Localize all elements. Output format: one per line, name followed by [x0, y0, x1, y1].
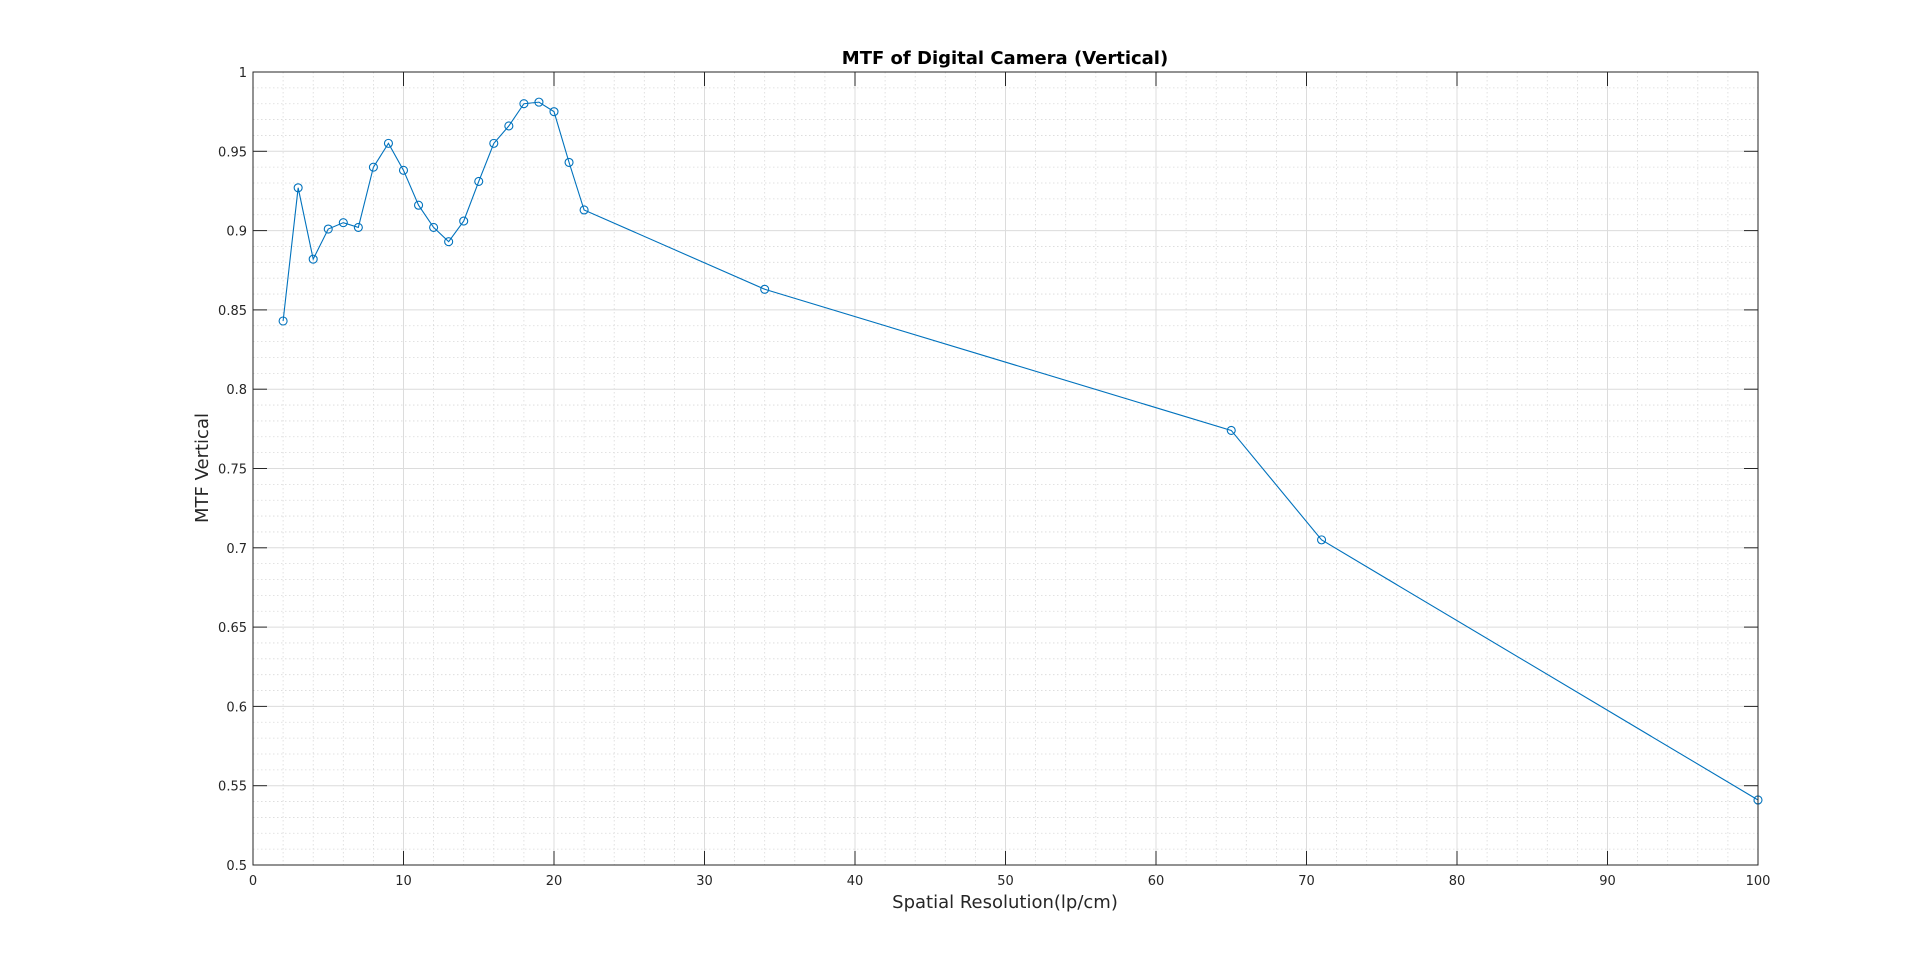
data-point	[489, 138, 499, 148]
x-tick-label: 10	[395, 874, 412, 889]
data-point	[383, 138, 394, 148]
x-tick-label: 90	[1599, 874, 1616, 889]
axis-ticks	[252, 71, 1759, 866]
data-point	[564, 157, 574, 167]
x-tick-label: 30	[696, 874, 713, 889]
data-point	[429, 222, 439, 232]
x-tick-label: 100	[1746, 874, 1771, 889]
data-point	[444, 237, 454, 247]
x-tick-label: 80	[1449, 874, 1466, 889]
y-tick-label: 0.8	[226, 383, 247, 398]
data-point	[534, 97, 544, 107]
data-point	[323, 224, 333, 234]
chart-title: MTF of Digital Camera (Vertical)	[842, 48, 1168, 69]
x-tick-label: 0	[249, 874, 257, 889]
data-point	[760, 284, 770, 294]
y-tick-label: 0.5	[226, 859, 247, 874]
x-axis-label: Spatial Resolution(lp/cm)	[892, 892, 1118, 913]
x-tick-label: 60	[1148, 874, 1165, 889]
data-point	[353, 222, 363, 232]
y-tick-labels: 0.5 0.55 0.6 0.65 0.7 0.75 0.8 0.85 0.9 0.95 1	[218, 66, 247, 874]
data-point	[308, 254, 318, 264]
y-tick-label: 0.95	[218, 145, 247, 160]
y-tick-label: 0.55	[218, 780, 247, 795]
y-tick-label: 0.65	[218, 621, 247, 636]
y-tick-label: 0.9	[226, 225, 247, 240]
data-point	[1317, 535, 1327, 545]
data-point	[474, 176, 484, 186]
x-tick-label: 40	[847, 874, 864, 889]
y-tick-label: 0.7	[226, 542, 247, 557]
data-point	[519, 99, 529, 109]
y-tick-label: 0.6	[226, 700, 247, 715]
data-point	[413, 200, 424, 210]
data-point	[368, 162, 378, 172]
x-tick-labels: 0 10 20 30 40 50 60 70 80 90 100	[249, 874, 1771, 889]
data-point	[398, 165, 409, 175]
data-point	[338, 218, 348, 228]
data-point	[278, 316, 288, 326]
data-point	[549, 107, 559, 117]
y-tick-label: 0.75	[218, 463, 247, 478]
data-point	[293, 183, 303, 193]
x-tick-label: 50	[997, 874, 1014, 889]
data-point	[504, 121, 514, 131]
y-tick-label: 0.85	[218, 304, 247, 319]
series-line	[282, 101, 1759, 801]
data-point	[579, 205, 589, 215]
data-point	[1226, 425, 1236, 435]
x-tick-label: 70	[1298, 874, 1315, 889]
y-tick-label: 1	[239, 66, 247, 81]
data-point	[459, 216, 469, 226]
series-group	[278, 97, 1763, 805]
y-axis-label: MTF Vertical	[192, 413, 213, 523]
x-tick-label: 20	[546, 874, 563, 889]
